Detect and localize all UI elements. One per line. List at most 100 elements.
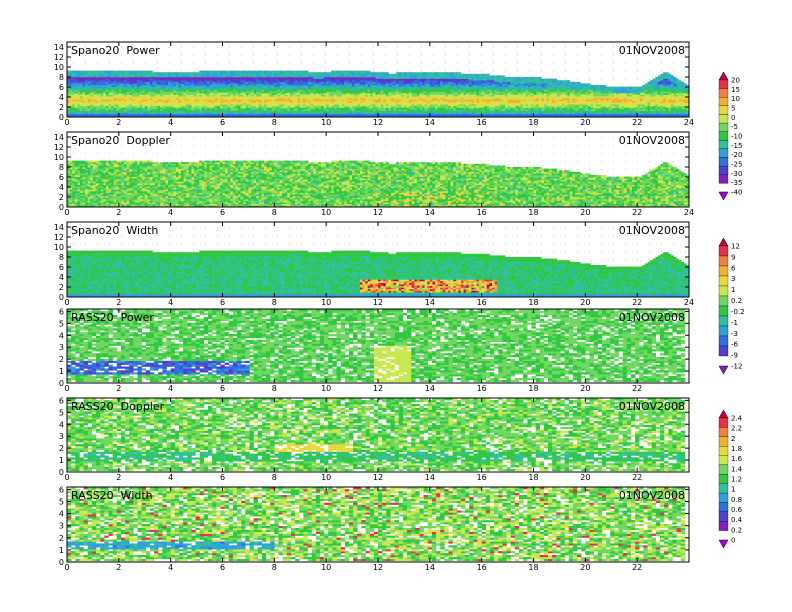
heatmap-cell (235, 110, 239, 113)
heatmap-cell (116, 113, 120, 116)
heatmap-cell (245, 83, 249, 86)
heatmap-cell (264, 112, 267, 115)
heatmap-cell (155, 96, 158, 99)
heatmap-cell (274, 80, 278, 83)
heatmap-cell (264, 97, 267, 100)
heatmap-cell (168, 99, 171, 102)
heatmap-cell (199, 73, 203, 76)
heatmap-cell (232, 109, 236, 111)
heatmap-cell (131, 97, 135, 100)
heatmap-cell (201, 93, 205, 95)
heatmap-cell (116, 107, 120, 110)
heatmap-cell (113, 109, 117, 111)
heatmap-cell (178, 72, 182, 75)
heatmap-cell (168, 85, 171, 87)
heatmap-cell (209, 72, 213, 75)
heatmap-cell (116, 80, 120, 83)
heatmap-cell (188, 94, 192, 97)
heatmap-cell (77, 85, 81, 87)
heatmap-cell (339, 70, 342, 73)
heatmap-cell (144, 80, 148, 83)
heatmap-cell (217, 77, 221, 79)
heatmap-cell (137, 94, 140, 97)
heatmap-cell (121, 83, 125, 86)
heatmap-cell (111, 73, 114, 76)
heatmap-cell (258, 102, 262, 105)
heatmap-cell (209, 109, 213, 111)
heatmap-cell (186, 94, 190, 97)
heatmap-cell (149, 93, 153, 95)
heatmap-cell (113, 97, 117, 100)
heatmap-cell (95, 99, 99, 102)
heatmap-cell (196, 88, 200, 91)
heatmap-cell (251, 101, 254, 103)
heatmap-cell (181, 94, 184, 97)
heatmap-cell (274, 113, 278, 116)
grid-dot (325, 71, 326, 72)
heatmap-cell (134, 81, 138, 84)
heatmap-cell (168, 78, 171, 81)
heatmap-cell (264, 101, 267, 103)
heatmap-cell (170, 99, 174, 102)
heatmap-cell (243, 75, 247, 78)
heatmap-cell (271, 85, 275, 87)
heatmap-cell (152, 86, 156, 89)
heatmap-cell (142, 112, 146, 115)
heatmap-cell (173, 85, 177, 87)
heatmap-cell (149, 105, 153, 108)
heatmap-cell (72, 83, 76, 86)
heatmap-cell (209, 101, 213, 103)
heatmap-cell (212, 115, 215, 118)
heatmap-cell (77, 80, 81, 83)
grid-dot (445, 71, 446, 72)
heatmap-cell (126, 70, 130, 73)
heatmap-cell (147, 89, 151, 92)
heatmap-cell (111, 110, 114, 113)
heatmap-cell (85, 91, 88, 94)
heatmap-cell (214, 109, 218, 111)
heatmap-cell (253, 94, 257, 97)
heatmap-cell (442, 72, 446, 75)
heatmap-cell (261, 110, 265, 113)
heatmap-cell (276, 109, 280, 111)
heatmap-cell (276, 80, 280, 83)
grid-dot (253, 55, 254, 56)
heatmap-cell (248, 88, 252, 91)
heatmap-cell (466, 73, 469, 76)
heatmap-cell (225, 99, 228, 102)
heatmap-cell (175, 104, 179, 107)
heatmap-cell (266, 83, 270, 86)
heatmap-cell (204, 96, 208, 99)
heatmap-cell (87, 72, 91, 75)
heatmap-cell (144, 85, 148, 87)
grid-dot (517, 63, 518, 64)
heatmap-cell (251, 73, 254, 76)
heatmap-cell (222, 112, 226, 115)
heatmap-cell (181, 110, 184, 113)
heatmap-cell (199, 91, 203, 94)
heatmap-cell (225, 73, 228, 76)
heatmap-cell (274, 73, 278, 76)
heatmap-cell (201, 102, 205, 105)
heatmap-cell (69, 75, 73, 78)
grid-dot (661, 63, 662, 64)
heatmap-cell (69, 86, 73, 89)
heatmap-cell (157, 80, 161, 83)
heatmap-cell (219, 85, 223, 87)
heatmap-cell (118, 109, 122, 111)
heatmap-cell (266, 70, 270, 73)
heatmap-cell (103, 70, 107, 73)
heatmap-cell (269, 113, 272, 116)
heatmap-cell (204, 88, 208, 91)
heatmap-cell (212, 105, 215, 108)
heatmap-cell (230, 109, 234, 111)
heatmap-cell (225, 86, 228, 89)
heatmap-cell (258, 107, 262, 110)
grid-dot (385, 71, 386, 72)
heatmap-cell (157, 104, 161, 107)
heatmap-cell (149, 102, 153, 105)
heatmap-cell (173, 101, 177, 103)
heatmap-cell (95, 110, 99, 113)
heatmap-cell (261, 104, 265, 107)
heatmap-cell (82, 85, 86, 87)
